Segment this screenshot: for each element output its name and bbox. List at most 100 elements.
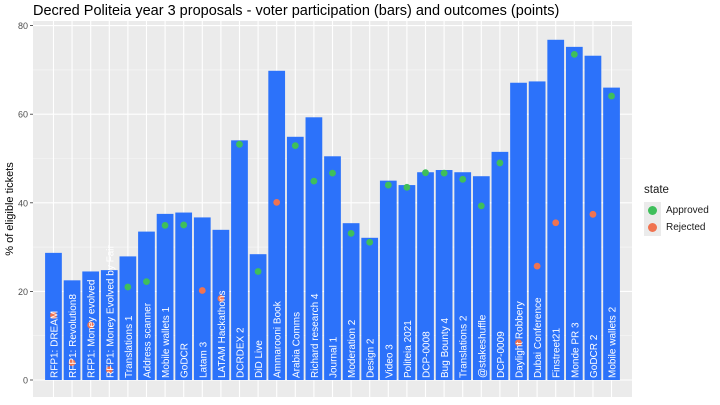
x-tick-label: RFP1: Money evolved <box>87 280 98 378</box>
x-tick-label: Video 3 <box>384 344 395 378</box>
point-approved <box>440 169 448 177</box>
point-approved <box>161 221 169 229</box>
point-rejected <box>552 219 560 227</box>
bar <box>435 170 453 380</box>
x-tick-label: Dubai Conference <box>533 297 544 378</box>
point-rejected <box>589 210 597 218</box>
point-approved <box>384 181 392 189</box>
x-tick-label: Design 2 <box>366 338 377 378</box>
y-axis-label: % of eligible tickets <box>4 162 16 256</box>
bar <box>342 223 360 380</box>
point-approved <box>124 283 132 291</box>
point-rejected <box>515 339 522 347</box>
x-tick-label: LATAM Hackathons <box>217 291 228 378</box>
legend-dot-rejected <box>648 223 657 232</box>
legend-label-approved: Approved <box>666 205 709 216</box>
x-tick-label: Richard research 4 <box>310 293 321 378</box>
point-approved <box>459 175 467 183</box>
x-tick-label: Bug Bounty 4 <box>440 318 451 378</box>
legend-dot-approved <box>648 206 657 215</box>
bar <box>565 46 583 380</box>
bar <box>175 212 193 380</box>
bar <box>547 39 565 380</box>
x-tick-label: RFP1: Money Evolved by Fair <box>105 245 116 378</box>
point-approved <box>291 142 299 150</box>
x-tick-label: DCP-0009 <box>496 331 507 378</box>
y-tick-label: 80 <box>18 21 28 31</box>
bar <box>454 172 472 380</box>
x-tick-label: Mobile wallets 1 <box>161 306 172 378</box>
x-tick-label: GoDCR 2 <box>589 334 600 378</box>
y-axis: 0 20 40 60 80 <box>18 21 33 386</box>
point-approved <box>477 202 485 210</box>
x-tick-label: Address scanner <box>142 302 153 378</box>
chart-title: Decred Politeia year 3 proposals - voter… <box>33 3 560 19</box>
point-approved <box>570 50 578 58</box>
x-tick-label: DCP-0008 <box>422 331 433 378</box>
point-approved <box>329 169 336 177</box>
legend-item-rejected: Rejected <box>644 219 709 236</box>
x-tick-label: Politeia 2021 <box>403 320 414 378</box>
bar <box>119 256 137 380</box>
legend-title: state <box>644 184 669 196</box>
bar <box>398 185 416 380</box>
x-tick-label: Moderation 2 <box>347 319 358 378</box>
point-approved <box>496 159 504 167</box>
x-tick-label: @stakeshuffle <box>477 314 488 378</box>
x-tick-label: DCRDEX 2 <box>235 327 246 378</box>
bar <box>100 270 118 380</box>
x-tick-label: Finstreet21 <box>552 328 563 378</box>
point-rejected <box>217 295 225 302</box>
bar <box>528 81 546 380</box>
bar <box>63 280 81 380</box>
bar <box>138 231 155 380</box>
bar <box>379 180 397 380</box>
y-tick-label: 40 <box>18 198 28 208</box>
point-approved <box>143 278 150 286</box>
bar <box>231 140 248 380</box>
point-rejected <box>198 287 206 294</box>
points <box>50 50 615 374</box>
point-rejected <box>68 359 76 367</box>
x-tick-label: Monde PR 3 <box>570 322 581 378</box>
point-rejected <box>87 321 95 329</box>
bar <box>249 254 267 380</box>
x-tick-label: Translations 2 <box>459 315 470 378</box>
bar <box>417 172 434 380</box>
point-approved <box>403 183 411 191</box>
y-tick-label: 20 <box>18 287 28 297</box>
x-tick-label: Arabia Comms <box>291 312 302 378</box>
point-rejected <box>105 366 113 374</box>
point-approved <box>180 221 188 229</box>
x-tick-label: Latam 3 <box>198 341 209 378</box>
point-approved <box>422 169 429 177</box>
point-rejected <box>273 198 281 206</box>
bar <box>212 229 230 380</box>
y-tick-label: 0 <box>23 376 28 386</box>
bar <box>472 176 490 380</box>
legend-item-approved: Approved <box>644 202 709 219</box>
bar <box>361 237 379 380</box>
legend-label-rejected: Rejected <box>666 222 706 233</box>
legend: state Approved Rejected <box>644 184 709 236</box>
bar <box>603 87 620 381</box>
bars <box>45 39 620 381</box>
y-tick-label: 60 <box>18 110 28 120</box>
bar <box>286 136 304 380</box>
x-tick-labels: RFP1: DREAM RFP1: Revolution8 RFP1: Money … <box>49 245 618 378</box>
x-tick-label: Journal 1 <box>329 336 340 378</box>
point-approved <box>347 229 355 237</box>
point-approved <box>254 268 262 275</box>
bar <box>491 151 509 380</box>
bar <box>268 70 286 380</box>
bar <box>584 55 602 380</box>
x-tick-label: Ammarooni Book <box>273 300 284 378</box>
x-tick-label: RFP1: Revolution8 <box>68 294 79 378</box>
point-rejected <box>50 311 57 319</box>
x-tick-label: Translations 1 <box>124 315 135 378</box>
x-tick-label: Mobile wallets 2 <box>608 306 619 378</box>
point-approved <box>236 140 243 148</box>
x-tick-label: GoDCR <box>180 343 191 378</box>
bar <box>193 217 211 380</box>
